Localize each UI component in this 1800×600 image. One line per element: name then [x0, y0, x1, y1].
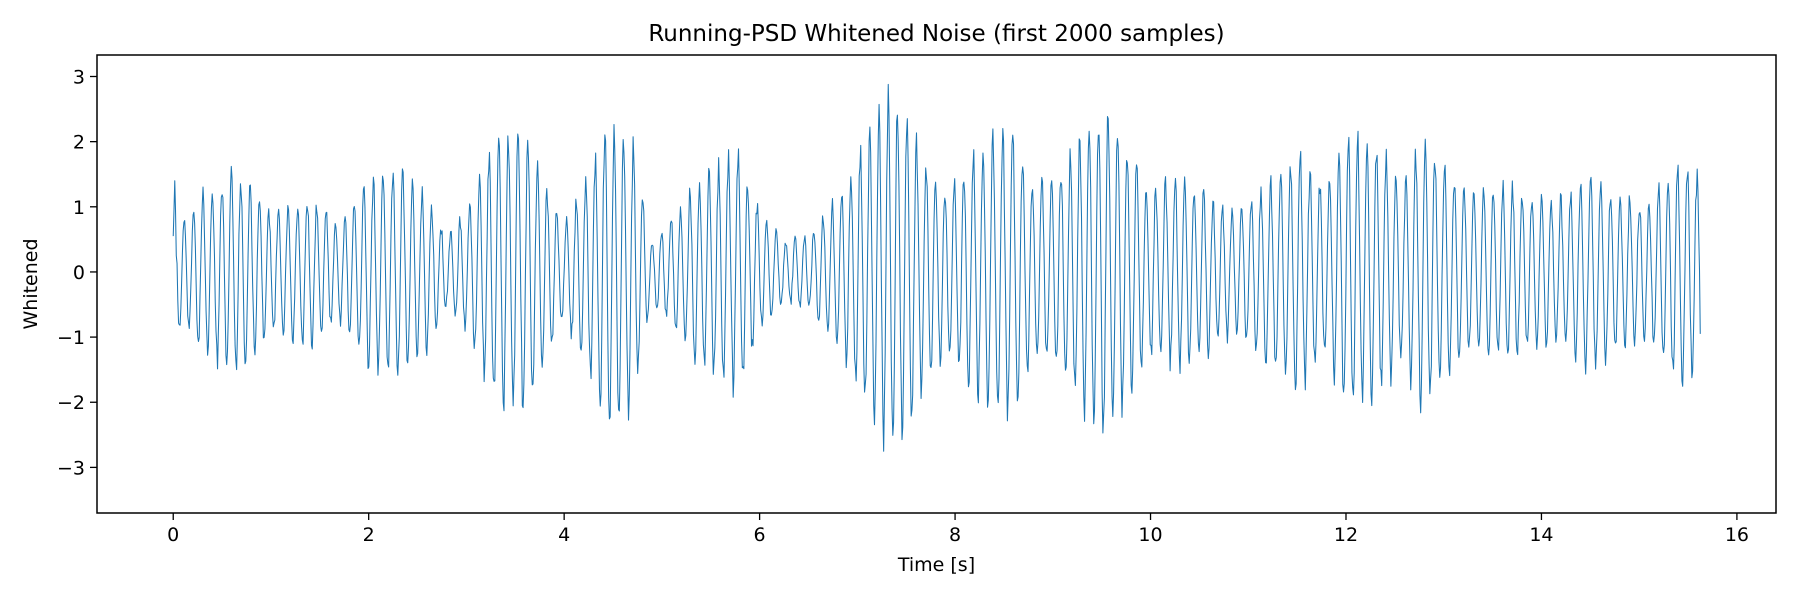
- y-tick-label: 2: [73, 132, 85, 154]
- y-axis-label: Whitened: [20, 238, 42, 329]
- y-tick-label: −3: [57, 457, 85, 479]
- x-tick-label: 0: [167, 524, 179, 546]
- plot-layer: [172, 83, 1701, 452]
- x-tick-label: 8: [949, 524, 961, 546]
- x-tick-label: 4: [558, 524, 570, 546]
- y-tick-label: −1: [57, 327, 85, 349]
- x-tick-label: 12: [1334, 524, 1358, 546]
- x-axis-label: Time [s]: [897, 554, 975, 576]
- x-tick-label: 6: [754, 524, 766, 546]
- y-tick-label: −2: [57, 392, 85, 414]
- x-axis-ticks: 0 2 4 6 8 10 12 14 16: [167, 513, 1749, 546]
- y-tick-label: 1: [73, 197, 85, 219]
- x-tick-label: 10: [1138, 524, 1162, 546]
- x-tick-label: 14: [1529, 524, 1553, 546]
- axes-frame: [96, 54, 1777, 514]
- whitened-noise-series-line: [172, 83, 1701, 452]
- y-tick-label: 3: [73, 66, 85, 88]
- x-tick-label: 2: [363, 524, 375, 546]
- chart-title: Running-PSD Whitened Noise (first 2000 s…: [648, 21, 1224, 47]
- y-tick-label: 0: [73, 262, 85, 284]
- x-tick-label: 16: [1725, 524, 1749, 546]
- y-axis-ticks: −3 −2 −1 0 1 2 3: [57, 66, 97, 479]
